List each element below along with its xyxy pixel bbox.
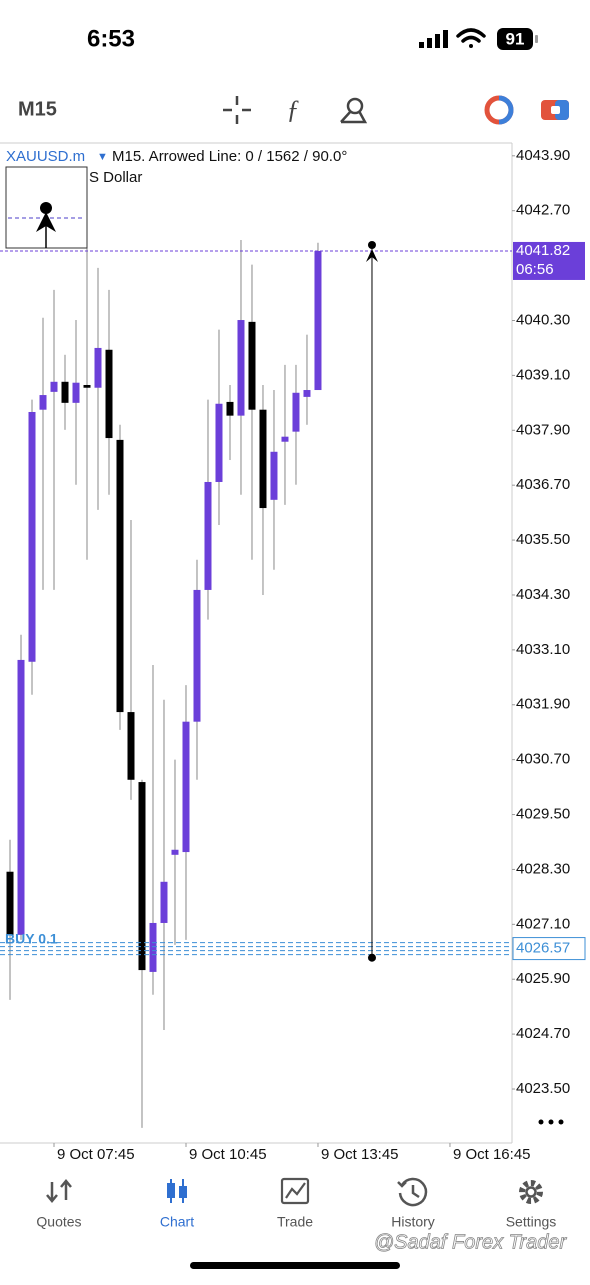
- status-time: 6:53: [87, 25, 135, 52]
- candle-body: [61, 381, 69, 403]
- battery-level: 91: [506, 29, 525, 48]
- chart: 4043.90 4042.70 4040.30 4039.10 4037.90 4036.…: [0, 147, 586, 1163]
- current-price-label: 4041.82: [516, 242, 570, 259]
- object-preview: [5, 166, 88, 249]
- y-tick-label: 4042.70: [516, 202, 570, 219]
- y-tick-label: 4028.30: [516, 860, 570, 877]
- tab-label[interactable]: Chart: [160, 1214, 194, 1230]
- candle-body: [105, 349, 113, 439]
- one-click-button[interactable]: [541, 100, 569, 120]
- tab-label[interactable]: Quotes: [36, 1214, 81, 1230]
- arrowed-line-start: [367, 953, 376, 962]
- signal-icon: [419, 30, 448, 48]
- candle-body: [6, 871, 14, 935]
- arrow-head: [365, 249, 378, 263]
- tab-label[interactable]: History: [391, 1214, 435, 1230]
- symbol-dropdown[interactable]: ▼: [97, 151, 108, 163]
- candle-body: [303, 390, 311, 397]
- candle-body: [204, 481, 212, 590]
- candle-body: [17, 659, 25, 935]
- y-tick-label: 4024.70: [516, 1025, 570, 1042]
- candle-body: [28, 411, 36, 662]
- x-tick-label: 9 Oct 10:45: [189, 1146, 267, 1163]
- x-tick-label: 9 Oct 07:45: [57, 1146, 135, 1163]
- indicators-button[interactable]: ƒ: [287, 95, 300, 124]
- y-tick-label: 4023.50: [516, 1080, 570, 1097]
- y-tick-label: 4043.90: [516, 147, 570, 164]
- tab-icon[interactable]: [519, 1180, 543, 1204]
- trade-button[interactable]: [484, 95, 514, 125]
- x-tick-label: 9 Oct 16:45: [453, 1146, 531, 1163]
- candle-body: [94, 347, 102, 388]
- more-button[interactable]: [538, 1119, 564, 1125]
- y-tick-label: 4025.90: [516, 970, 570, 987]
- candle-body: [215, 403, 223, 482]
- watermark: @Sadaf Forex Trader: [374, 1231, 568, 1253]
- candle-body: [83, 384, 91, 388]
- countdown-label: 06:56: [516, 261, 554, 278]
- wifi-icon: [456, 28, 486, 48]
- candle-body: [259, 409, 267, 509]
- symbol[interactable]: XAUUSD.m: [6, 148, 85, 165]
- candle-body: [50, 381, 58, 392]
- candle-body: [39, 395, 47, 410]
- y-tick-label: 4036.70: [516, 476, 570, 493]
- candle-body: [237, 320, 245, 416]
- chart-subtitle: S Dollar: [89, 169, 142, 186]
- order-price-label: 4026.57: [516, 940, 570, 957]
- y-tick-label: 4030.70: [516, 751, 570, 768]
- y-tick-label: 4039.10: [516, 366, 570, 383]
- candle-body: [193, 589, 201, 722]
- crosshair-button[interactable]: [223, 96, 251, 124]
- candle-body: [127, 712, 135, 780]
- tab-icon[interactable]: [167, 1179, 187, 1203]
- tab-bar: Quotes Chart Trade History Settings: [36, 1177, 557, 1230]
- tab-label[interactable]: Settings: [506, 1214, 557, 1230]
- candle-body: [292, 392, 300, 432]
- candle-body: [226, 401, 234, 416]
- battery-tip: [535, 35, 538, 43]
- timeframe-button[interactable]: M15: [18, 98, 57, 120]
- candle-body: [281, 436, 289, 442]
- candle-body: [160, 881, 168, 923]
- tab-icon[interactable]: [397, 1177, 428, 1207]
- y-tick-label: 4034.30: [516, 586, 570, 603]
- chart-title: M15. Arrowed Line: 0 / 1562 / 90.0°: [112, 148, 347, 165]
- x-tick-label: 9 Oct 13:45: [321, 1146, 399, 1163]
- tab-label[interactable]: Trade: [277, 1214, 313, 1230]
- y-tick-label: 4040.30: [516, 311, 570, 328]
- y-tick-label: 4029.50: [516, 806, 570, 823]
- y-tick-label: 4033.10: [516, 641, 570, 658]
- order-price-box: [512, 937, 586, 961]
- arrowed-line-end: [367, 241, 376, 250]
- battery: [497, 28, 533, 50]
- candle-body: [314, 250, 322, 391]
- candle-body: [149, 922, 157, 972]
- current-price-box: [513, 241, 585, 280]
- candle-body: [171, 849, 179, 855]
- candle-body: [182, 721, 190, 853]
- candle-body: [248, 321, 256, 410]
- candle-body: [116, 439, 124, 713]
- candle-body: [72, 382, 80, 403]
- tab-icon[interactable]: [280, 1177, 310, 1205]
- y-tick-label: 4035.50: [516, 531, 570, 548]
- order-line-label: BUY 0.1: [5, 930, 58, 946]
- candle-body: [270, 451, 278, 500]
- y-tick-label: 4037.90: [516, 421, 570, 438]
- y-tick-label: 4027.10: [516, 915, 570, 932]
- y-tick-label: 4031.90: [516, 696, 570, 713]
- objects-button[interactable]: [340, 97, 368, 124]
- home-indicator: [190, 1262, 400, 1269]
- tab-icon[interactable]: [46, 1179, 72, 1203]
- candle-body: [138, 782, 146, 971]
